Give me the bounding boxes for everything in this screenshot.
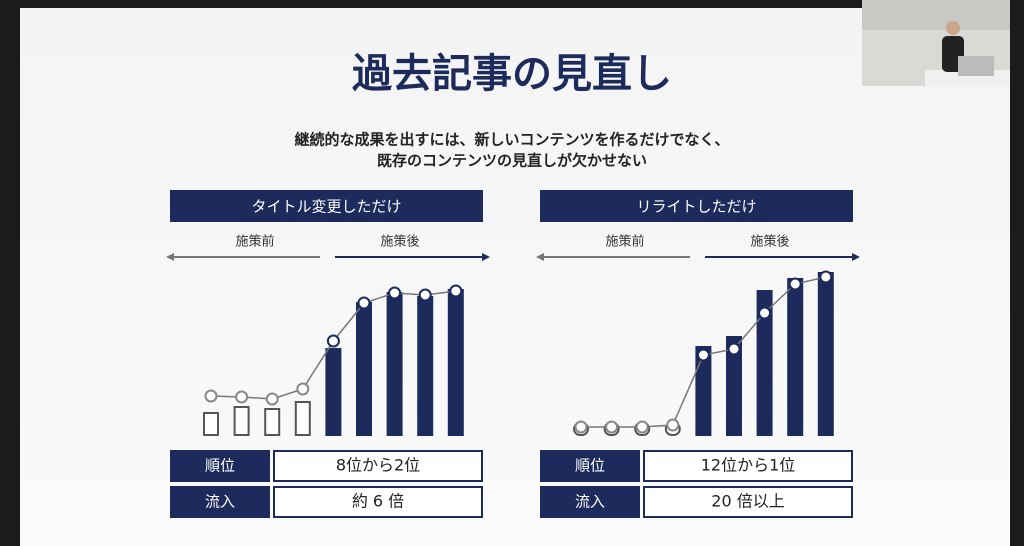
trend-point [235, 390, 249, 404]
webcam [862, 0, 1010, 86]
bar [447, 289, 464, 436]
bar [695, 346, 712, 436]
bar [817, 272, 834, 436]
after-label: 施策後 [750, 234, 789, 250]
subtitle: 既存のコンテンツの見直しが欠かせない [377, 152, 647, 170]
row-label: 流入 [205, 493, 235, 511]
trend-point [819, 270, 833, 284]
trend-point [296, 382, 310, 396]
before-arrowhead [166, 253, 174, 261]
bar [787, 278, 804, 436]
bar [726, 336, 742, 436]
bar [264, 408, 281, 436]
panel-header: タイトル変更しただけ [251, 198, 401, 216]
bar [294, 401, 311, 436]
trend-point [388, 286, 402, 300]
trend-point [727, 342, 741, 356]
bar [756, 290, 773, 436]
bar [356, 302, 372, 436]
row-value-bg [643, 450, 853, 482]
row-value-bg [273, 450, 483, 482]
row-value: 20 倍以上 [711, 492, 784, 511]
row-value: 約 6 倍 [352, 492, 404, 511]
row-value-bg [643, 486, 853, 518]
row-value: 12位から1位 [701, 456, 796, 475]
trend-point [326, 334, 340, 348]
row-label-bg [170, 450, 270, 482]
slide-title: 過去記事の見直し [352, 51, 672, 97]
bar [386, 292, 403, 436]
row-label-bg [540, 486, 640, 518]
trend-point [788, 277, 802, 291]
bar [233, 406, 250, 436]
after-arrowhead [482, 253, 490, 261]
panel-header: リライトしただけ [636, 198, 756, 216]
subtitle: 継続的な成果を出すには、新しいコンテンツを作るだけでなく、 [294, 131, 729, 149]
trend-point [574, 420, 588, 434]
trend-point [666, 418, 680, 432]
trend-point [696, 348, 710, 362]
bar [325, 348, 342, 436]
row-label-bg [170, 486, 270, 518]
row-value-bg [273, 486, 483, 518]
before-label: 施策前 [605, 234, 644, 250]
trend-point [265, 392, 279, 406]
trend-point [635, 420, 649, 434]
row-label: 順位 [205, 457, 235, 475]
after-arrowhead [852, 253, 860, 261]
trend-point [449, 284, 463, 298]
panel-header-bg [170, 190, 483, 222]
row-label-bg [540, 450, 640, 482]
trend-point [357, 296, 371, 310]
row-label: 流入 [575, 493, 605, 511]
before-arrowhead [536, 253, 544, 261]
panel-header-bg [540, 190, 853, 222]
row-label: 順位 [575, 457, 605, 475]
bar [417, 296, 434, 436]
trend-point [418, 288, 432, 302]
before-label: 施策前 [235, 234, 274, 250]
row-value: 8位から2位 [336, 456, 420, 475]
trend-point [204, 389, 218, 403]
after-label: 施策後 [380, 234, 419, 250]
trend-point [605, 420, 619, 434]
trend-point [758, 306, 772, 320]
bar [203, 412, 219, 436]
